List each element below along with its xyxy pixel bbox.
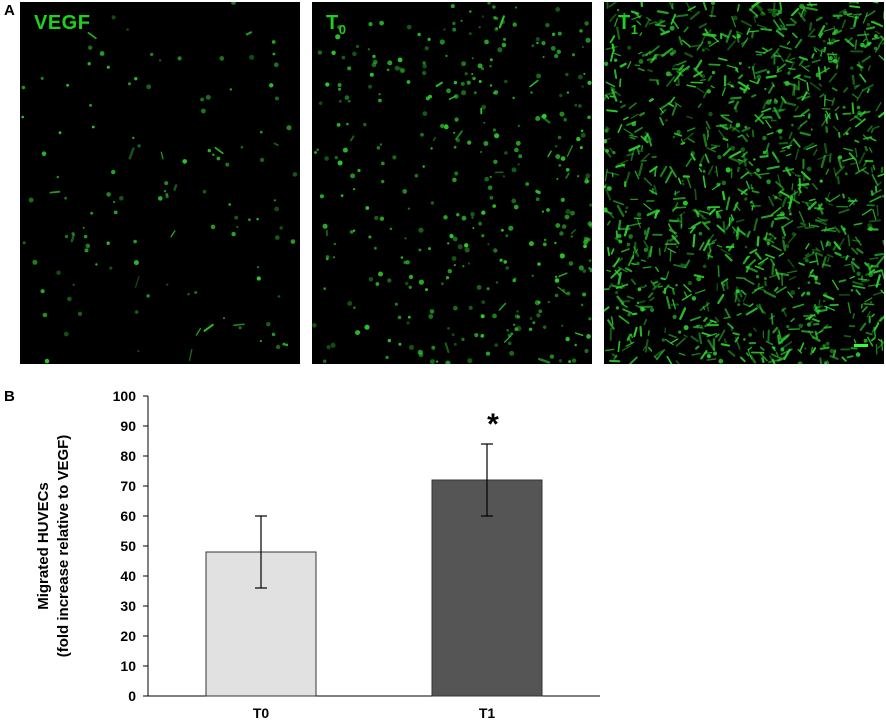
x-tick-label-t1: T1 [479, 705, 496, 721]
micrograph-t0-image [312, 2, 592, 364]
y-tick-label: 70 [120, 478, 136, 494]
micrograph-vegf-image [20, 2, 300, 364]
micrograph-vegf-label: VEGF [34, 12, 91, 34]
micrograph-t0: T0 [312, 2, 599, 364]
micrograph-cells [312, 2, 592, 364]
x-tick-label-t0: T0 [253, 705, 270, 721]
y-axis-title-line2: (fold increase relative to VEGF) [55, 435, 72, 658]
y-tick-label: 10 [120, 658, 136, 674]
significance-asterisk: * [487, 408, 499, 441]
panel-letter-a: A [4, 2, 15, 19]
micrograph-t0-label: T0 [326, 12, 347, 37]
y-tick-label: 0 [128, 688, 136, 704]
scale-bar [854, 344, 868, 347]
y-tick-label: 90 [120, 418, 136, 434]
micrograph-cells [21, 2, 298, 364]
y-tick-label: 20 [120, 628, 136, 644]
micrograph-t1-label: T1 [618, 12, 639, 37]
micrograph-background [20, 2, 300, 364]
y-tick-label: 80 [120, 448, 136, 464]
bar-chart: 0 10 20 30 40 50 60 70 80 90 100 Migrated HUVECs (fo… [35, 388, 600, 721]
micrograph-t1: T1 [604, 2, 886, 364]
y-tick-label: 40 [120, 568, 136, 584]
micrograph-cells [604, 2, 884, 364]
y-tick-label: 100 [113, 388, 137, 404]
y-axis-title-line1: Migrated HUVECs [35, 482, 52, 610]
panel-letter-b: B [4, 388, 15, 405]
y-tick-label: 50 [120, 538, 136, 554]
y-tick-label: 60 [120, 508, 136, 524]
micrograph-background [312, 2, 592, 364]
micrograph-vegf: VEGF [20, 2, 307, 364]
y-tick-label: 30 [120, 598, 136, 614]
micrograph-t1-image [604, 2, 884, 364]
